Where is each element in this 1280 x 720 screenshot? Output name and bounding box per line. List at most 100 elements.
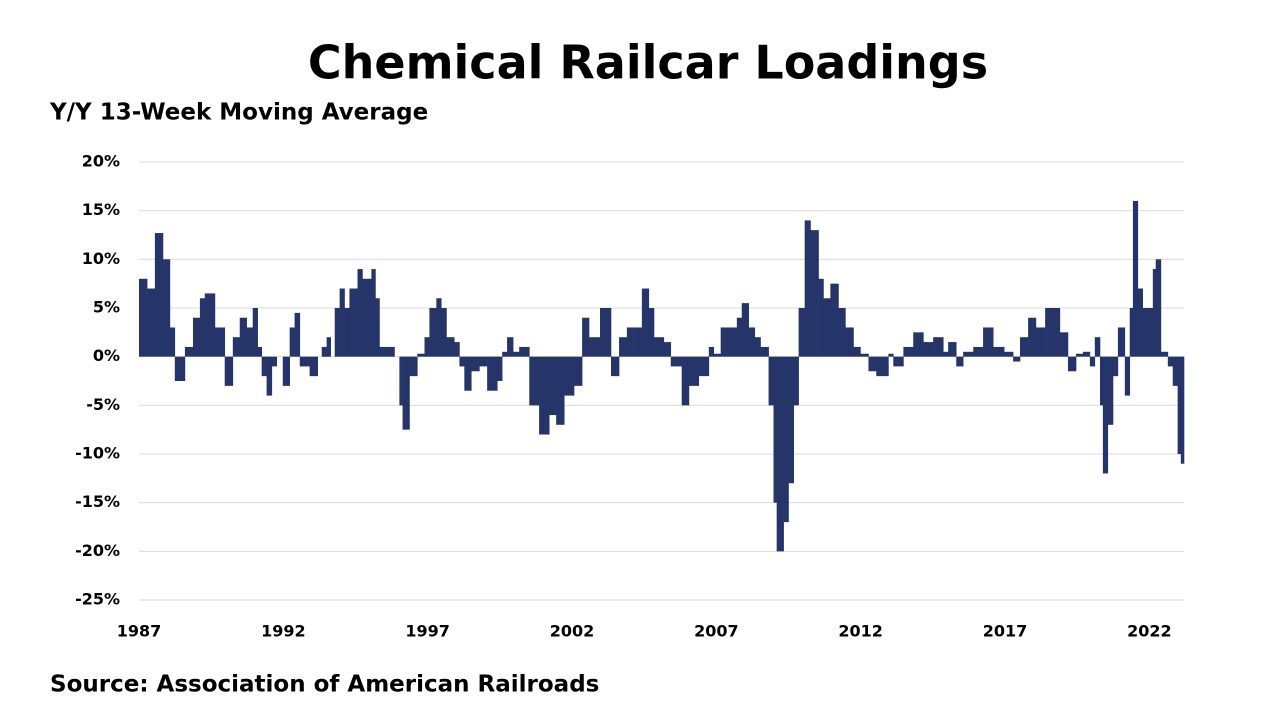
- bar: [1013, 356, 1021, 362]
- bar: [1155, 259, 1162, 357]
- bar: [720, 327, 730, 357]
- bar: [321, 346, 327, 357]
- bar: [748, 327, 756, 357]
- bar: [1142, 308, 1149, 357]
- bar: [507, 337, 514, 357]
- y-tick-label: 15%: [82, 200, 120, 219]
- bar: [1172, 356, 1178, 386]
- bar: [728, 327, 738, 357]
- bar: [214, 327, 226, 357]
- x-tick-label: 2012: [838, 622, 883, 641]
- bar: [983, 327, 994, 357]
- bar: [1167, 356, 1174, 367]
- bar: [204, 293, 216, 357]
- bar: [224, 356, 234, 386]
- bar: [1099, 356, 1104, 406]
- bar: [429, 308, 437, 357]
- bar: [441, 308, 447, 357]
- bar: [497, 356, 503, 381]
- bar: [154, 233, 164, 357]
- bar: [379, 346, 390, 357]
- bar: [810, 230, 819, 357]
- bar: [788, 356, 795, 484]
- bar: [446, 337, 455, 357]
- bar: [818, 278, 824, 357]
- bar: [619, 337, 628, 357]
- bar: [760, 346, 769, 357]
- bar: [776, 356, 784, 552]
- bar: [371, 269, 376, 357]
- x-tick-label: 1987: [117, 622, 162, 641]
- y-tick-label: 10%: [82, 249, 120, 268]
- x-tick-label: 2022: [1127, 622, 1172, 641]
- bar: [529, 356, 540, 406]
- bar: [741, 303, 749, 357]
- bar: [519, 346, 530, 357]
- bar: [261, 356, 267, 377]
- y-tick-label: -25%: [75, 590, 120, 609]
- bar: [933, 337, 944, 357]
- bar: [1117, 327, 1126, 357]
- bar: [589, 337, 601, 357]
- bar: [648, 308, 655, 357]
- bar: [436, 298, 442, 357]
- bar: [688, 356, 700, 386]
- bar: [888, 353, 894, 357]
- bar: [1045, 308, 1054, 357]
- bar: [1180, 356, 1185, 464]
- bar: [653, 337, 665, 357]
- bar: [868, 356, 877, 372]
- y-tick-label: -5%: [86, 395, 120, 414]
- bar: [634, 327, 643, 357]
- bar: [670, 356, 683, 367]
- bar: [232, 337, 241, 357]
- bar: [334, 308, 340, 357]
- bar: [698, 356, 710, 377]
- bar: [626, 327, 635, 357]
- bar: [339, 288, 345, 357]
- bar: [357, 269, 363, 357]
- bar: [169, 327, 176, 357]
- bar: [1094, 337, 1101, 357]
- bar: [184, 346, 194, 357]
- bar: [913, 332, 924, 357]
- x-tick-label: 1997: [405, 622, 450, 641]
- bar: [1112, 356, 1119, 377]
- bar: [963, 351, 974, 357]
- bar: [417, 353, 422, 357]
- bar: [199, 298, 206, 357]
- bar: [793, 356, 799, 406]
- bar: [993, 346, 1005, 357]
- bar: [344, 308, 350, 357]
- bar: [681, 356, 690, 406]
- bar: [289, 327, 295, 357]
- x-tick-label: 2017: [983, 622, 1028, 641]
- bar: [271, 356, 277, 367]
- bar: [294, 312, 301, 357]
- bar: [1020, 337, 1029, 357]
- bar: [539, 356, 550, 435]
- bar: [1052, 308, 1061, 357]
- bar: [610, 356, 620, 377]
- y-tick-label: -20%: [75, 541, 120, 560]
- bar: [923, 342, 934, 357]
- bar: [973, 346, 984, 357]
- bar: [246, 327, 254, 357]
- bar: [582, 317, 590, 357]
- bar: [257, 346, 262, 357]
- bar: [1089, 356, 1096, 367]
- bar: [903, 346, 914, 357]
- bar: [487, 356, 498, 391]
- bar: [798, 308, 805, 357]
- bar: [464, 356, 472, 391]
- bar: [1004, 351, 1014, 357]
- bar: [409, 356, 418, 377]
- bar: [1102, 356, 1109, 474]
- bar: [1076, 353, 1084, 357]
- bar: [1067, 356, 1077, 372]
- bar: [1059, 332, 1069, 357]
- bar: [838, 308, 846, 357]
- bar: [502, 351, 508, 357]
- x-tick-label: 2002: [550, 622, 595, 641]
